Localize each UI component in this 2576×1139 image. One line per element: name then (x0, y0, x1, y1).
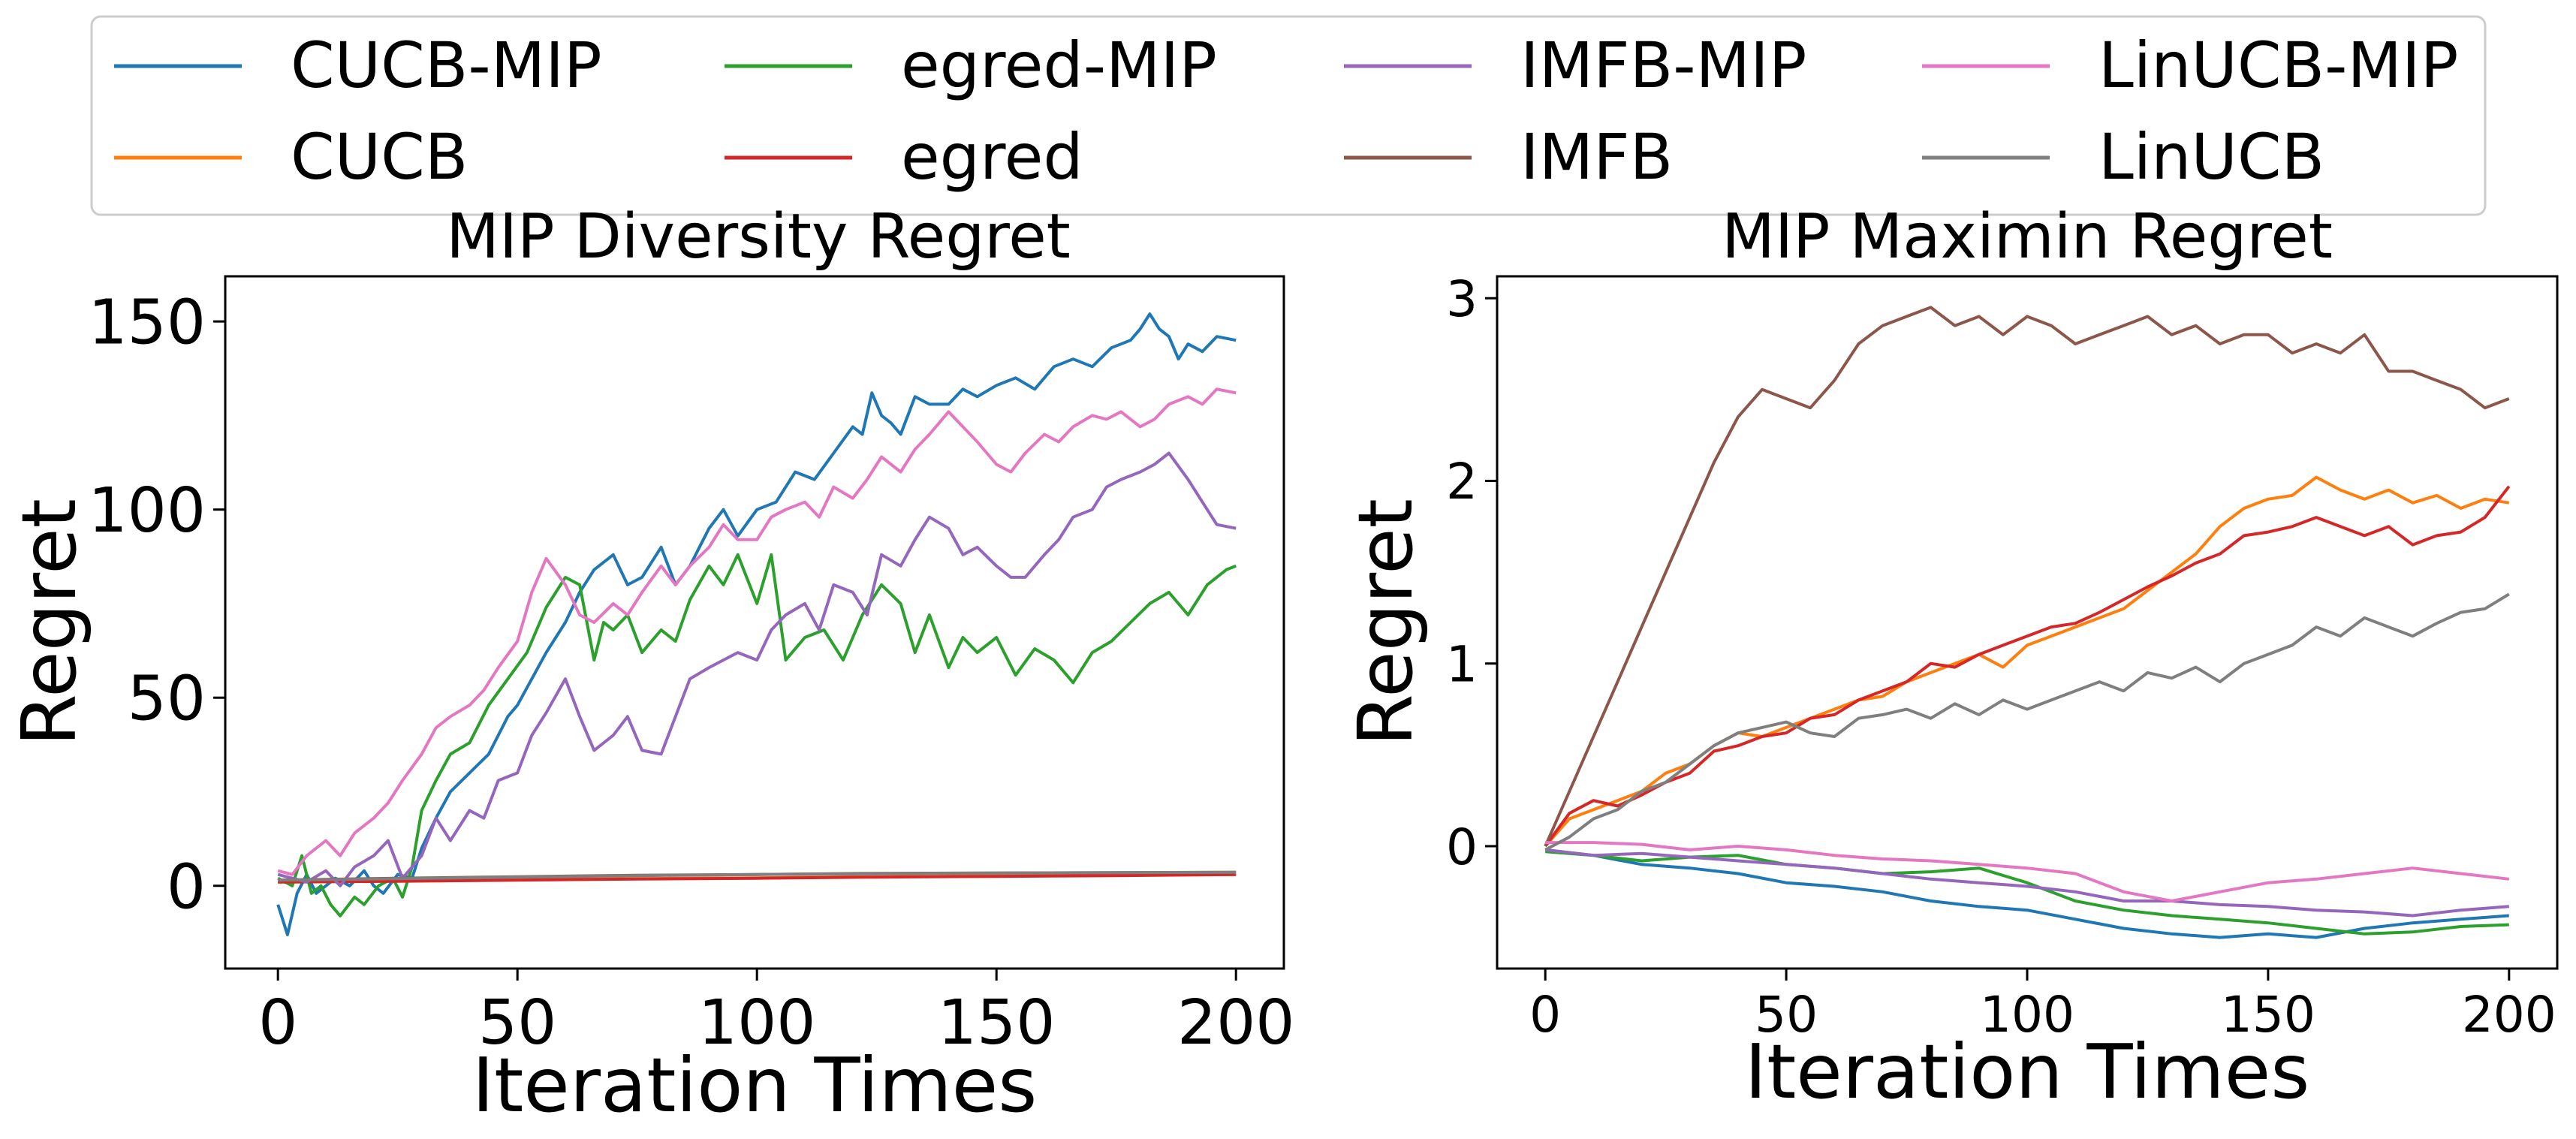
series-line-egred (278, 872, 1237, 884)
series-line-imfb-mip (1544, 848, 2509, 918)
x-tick-label: 100 (698, 987, 816, 1059)
x-tick-label: 200 (2462, 986, 2556, 1044)
x-tick-label: 150 (2221, 986, 2315, 1044)
legend-label: LinUCB (2098, 120, 2324, 194)
axis-ticks: 0 50 100 150 200 0 1 2 3 (1446, 270, 2556, 1044)
x-tick-label: 100 (1980, 986, 2074, 1044)
legend-label: CUCB (291, 120, 468, 194)
x-tick-label: 0 (258, 987, 297, 1059)
x-tick-label: 50 (478, 987, 556, 1059)
legend-entry-imfb-mip: IMFB-MIP (1344, 29, 1806, 102)
y-tick-label: 3 (1446, 270, 1478, 328)
y-tick-label: 50 (128, 664, 206, 735)
chart-title: MIP Diversity Regret (446, 201, 1071, 273)
x-tick-label: 200 (1177, 987, 1295, 1059)
series-line-linucb-mip (1545, 841, 2510, 902)
legend-entry-cucb: CUCB (114, 120, 468, 194)
legend-label: IMFB-MIP (1520, 29, 1806, 102)
legend-entry-egred: egred (725, 120, 1083, 194)
series-line-imfb (1544, 306, 2510, 847)
series-line-egred-mip (1545, 850, 2509, 936)
series-line-egred (1544, 485, 2511, 848)
x-axis-label: Iteration Times (472, 1041, 1038, 1129)
series-line-linucb-mip (277, 387, 1237, 876)
y-tick-label: 150 (88, 288, 206, 359)
y-tick-label: 100 (88, 475, 206, 547)
maximin-regret-chart: MIP Maximin Regret 0 50 100 150 200 0 1 2 3 Iter… (1342, 201, 2559, 1116)
legend-entry-cucb-mip: CUCB-MIP (114, 29, 602, 102)
legend-entry-egred-mip: egred-MIP (725, 29, 1217, 102)
legend-entry-linucb-mip: LinUCB-MIP (1922, 29, 2458, 102)
y-tick-label: 1 (1446, 635, 1478, 693)
diversity-regret-chart: MIP Diversity Regret 0 50 100 150 200 0 50 100 1… (5, 201, 1294, 1129)
legend-label: IMFB (1520, 120, 1673, 194)
legend-label: egred-MIP (901, 29, 1217, 102)
legend-entry-imfb: IMFB (1344, 120, 1673, 194)
y-axis-label: Regret (5, 499, 93, 746)
series-line-imfb-mip (277, 451, 1237, 887)
plot-area (276, 312, 1237, 936)
legend-entry-linucb: LinUCB (1922, 120, 2324, 194)
x-axis-label: Iteration Times (1745, 1028, 2310, 1116)
legend-label: LinUCB-MIP (2098, 29, 2458, 102)
series-line-linucb (1544, 592, 2510, 851)
chart-title: MIP Maximin Regret (1722, 201, 2333, 273)
legend-label: egred (901, 120, 1083, 194)
plot-area (1544, 306, 2511, 939)
series-line-cucb-mip (276, 312, 1237, 936)
legend: CUCB-MIP CUCB egred-MIP egred IMFB-MIP IMFB Li… (90, 15, 2487, 216)
y-axis-label: Regret (1342, 499, 1430, 746)
x-tick-label: 150 (938, 987, 1056, 1059)
y-tick-label: 2 (1446, 453, 1478, 511)
series-line-linucb (278, 870, 1237, 882)
legend-frame (90, 15, 2487, 216)
x-tick-label: 0 (1529, 986, 1561, 1044)
axes-frame (224, 275, 1285, 970)
axis-ticks: 0 50 100 150 200 0 50 100 150 (88, 288, 1294, 1059)
legend-label: CUCB-MIP (291, 29, 602, 102)
y-tick-label: 0 (1446, 818, 1478, 876)
y-tick-label: 0 (167, 851, 206, 923)
x-tick-label: 50 (1755, 986, 1818, 1044)
